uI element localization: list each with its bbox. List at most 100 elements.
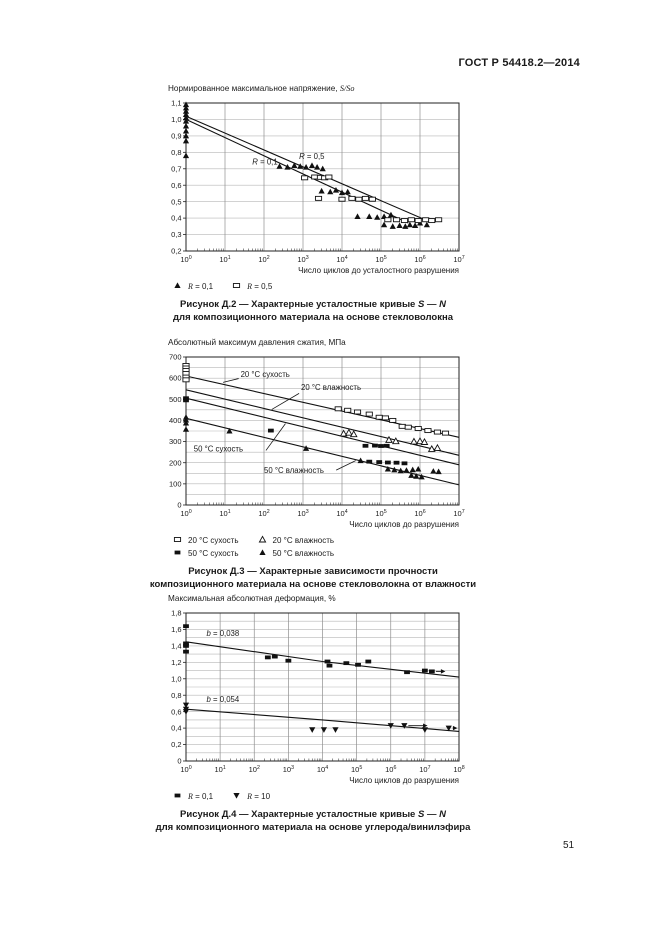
svg-text:103: 103 [297, 509, 308, 518]
svg-text:108: 108 [453, 765, 464, 774]
svg-text:200: 200 [169, 458, 182, 467]
chart-title-d2: Нормированное максимальное напряжение, S… [168, 84, 355, 93]
legend-d2: R = 0,1 R = 0,5 [172, 281, 478, 291]
tri-down-filled-marker-icon [233, 793, 240, 799]
svg-text:105: 105 [375, 255, 386, 264]
svg-text:106: 106 [414, 255, 425, 264]
svg-text:106: 106 [414, 509, 425, 518]
svg-text:500: 500 [169, 395, 182, 404]
caption-d2: Рисунок Д.2 — Характерные усталостные кр… [173, 299, 453, 323]
figure-d2: Нормированное максимальное напряжение, S… [166, 84, 478, 324]
svg-text:101: 101 [219, 255, 230, 264]
caption-d4: Рисунок Д.4 — Характерные усталостные кр… [155, 809, 471, 833]
svg-text:0,4: 0,4 [171, 214, 181, 223]
svg-text:1,6: 1,6 [171, 625, 181, 634]
chart-title-d3: Абсолютный максимум давления сжатия, МПа [168, 338, 346, 347]
legend-item: R = 0,1 [172, 792, 213, 801]
svg-text:100: 100 [169, 479, 182, 488]
svg-text:103: 103 [283, 765, 294, 774]
svg-text:101: 101 [214, 765, 225, 774]
svg-text:102: 102 [258, 255, 269, 264]
legend-d3: 20 °C сухость 20 °C влажность 50 °C сухост… [172, 535, 478, 558]
legend-item: R = 0,5 [231, 282, 272, 291]
svg-text:105: 105 [351, 765, 362, 774]
document-header: ГОСТ Р 54418.2—2014 [458, 57, 580, 69]
legend-item: 50 °C сухость [172, 549, 239, 558]
legend-d4: R = 0,1 R = 10 [172, 791, 478, 801]
sq-open-marker-icon [233, 283, 241, 288]
legend-item: R = 10 [231, 792, 270, 801]
sq-open-marker-icon [173, 537, 182, 542]
svg-text:103: 103 [297, 255, 308, 264]
svg-text:104: 104 [336, 509, 347, 518]
legend-item: 50 °C влажность [257, 549, 334, 558]
legend-row: 20 °C сухость 20 °C влажность [172, 535, 478, 545]
svg-text:20 °C сухость: 20 °C сухость [241, 370, 290, 379]
svg-text:102: 102 [258, 509, 269, 518]
svg-text:104: 104 [336, 255, 347, 264]
svg-text:50 °C сухость: 50 °C сухость [194, 445, 243, 454]
legend-item: 20 °C сухость [172, 536, 239, 545]
page-number: 51 [563, 840, 575, 851]
svg-text:106: 106 [385, 765, 396, 774]
svg-text:100: 100 [180, 255, 191, 264]
svg-text:0,6: 0,6 [171, 707, 181, 716]
svg-text:0,2: 0,2 [171, 740, 181, 749]
svg-text:107: 107 [453, 509, 464, 518]
sq-filled-marker-icon [174, 793, 181, 798]
svg-text:R = 0,1: R = 0,1 [252, 158, 277, 167]
svg-text:104: 104 [317, 765, 328, 774]
svg-text:107: 107 [419, 765, 430, 774]
svg-text:50 °C влажность: 50 °C влажность [264, 466, 324, 475]
svg-text:0,8: 0,8 [171, 148, 181, 157]
svg-text:0,2: 0,2 [171, 247, 181, 256]
svg-text:0,3: 0,3 [171, 230, 181, 239]
svg-text:0: 0 [177, 501, 181, 510]
tri-filled-marker-icon [258, 549, 266, 555]
svg-text:b = 0,054: b = 0,054 [206, 695, 239, 704]
svg-text:20 °C влажность: 20 °C влажность [301, 383, 361, 392]
legend-row: R = 0,1 R = 10 [172, 791, 478, 801]
svg-text:0,7: 0,7 [171, 164, 181, 173]
fatigue-chart-d2: 0,2 0,3 0,4 0,5 0,6 0,7 0,8 0,9 1,0 1,1 100 101 102 1… [171, 99, 465, 275]
tri-open-marker-icon [258, 535, 266, 543]
svg-text:600: 600 [169, 374, 182, 383]
svg-text:Число циклов до усталостного р: Число циклов до усталостного разрушения [298, 266, 459, 275]
svg-text:400: 400 [169, 416, 182, 425]
svg-text:Число циклов до разрушения: Число циклов до разрушения [349, 520, 459, 529]
svg-text:1,2: 1,2 [171, 658, 181, 667]
svg-text:102: 102 [249, 765, 260, 774]
svg-text:R = 0,5: R = 0,5 [299, 152, 325, 161]
svg-text:300: 300 [169, 437, 182, 446]
legend-item: 20 °C влажность [257, 535, 334, 545]
svg-text:0,8: 0,8 [171, 691, 181, 700]
chart-title-d4: Максимальная абсолютная деформация, % [168, 594, 336, 603]
svg-text:100: 100 [180, 509, 191, 518]
sq-filled-marker-icon [174, 550, 181, 555]
figure-d3: Абсолютный максимум давления сжатия, МПа… [150, 338, 478, 591]
svg-text:100: 100 [180, 765, 191, 774]
svg-text:1,4: 1,4 [171, 641, 181, 650]
svg-text:Число циклов до разрушения: Число циклов до разрушения [349, 776, 459, 785]
svg-text:0,4: 0,4 [171, 724, 181, 733]
legend-row: 50 °C сухость 50 °C влажность [172, 548, 478, 558]
tri-filled-marker-icon [174, 282, 181, 288]
svg-text:b = 0,038: b = 0,038 [206, 629, 239, 638]
svg-text:107: 107 [453, 255, 464, 264]
svg-text:1,0: 1,0 [171, 674, 181, 683]
svg-text:0,9: 0,9 [171, 131, 181, 140]
svg-text:1,8: 1,8 [171, 609, 181, 618]
legend-item: R = 0,1 [172, 282, 213, 291]
svg-text:105: 105 [375, 509, 386, 518]
svg-text:0,5: 0,5 [171, 197, 181, 206]
svg-text:0,6: 0,6 [171, 181, 181, 190]
svg-text:101: 101 [219, 509, 230, 518]
svg-text:700: 700 [169, 353, 182, 362]
legend-row: R = 0,1 R = 0,5 [172, 281, 478, 291]
svg-text:1,0: 1,0 [171, 115, 181, 124]
fatigue-chart-d4: 0 0,2 0,4 0,6 0,8 1,0 1,2 1,4 1,6 1,8 100 101 102 103… [171, 609, 465, 785]
svg-text:1,1: 1,1 [171, 99, 181, 108]
